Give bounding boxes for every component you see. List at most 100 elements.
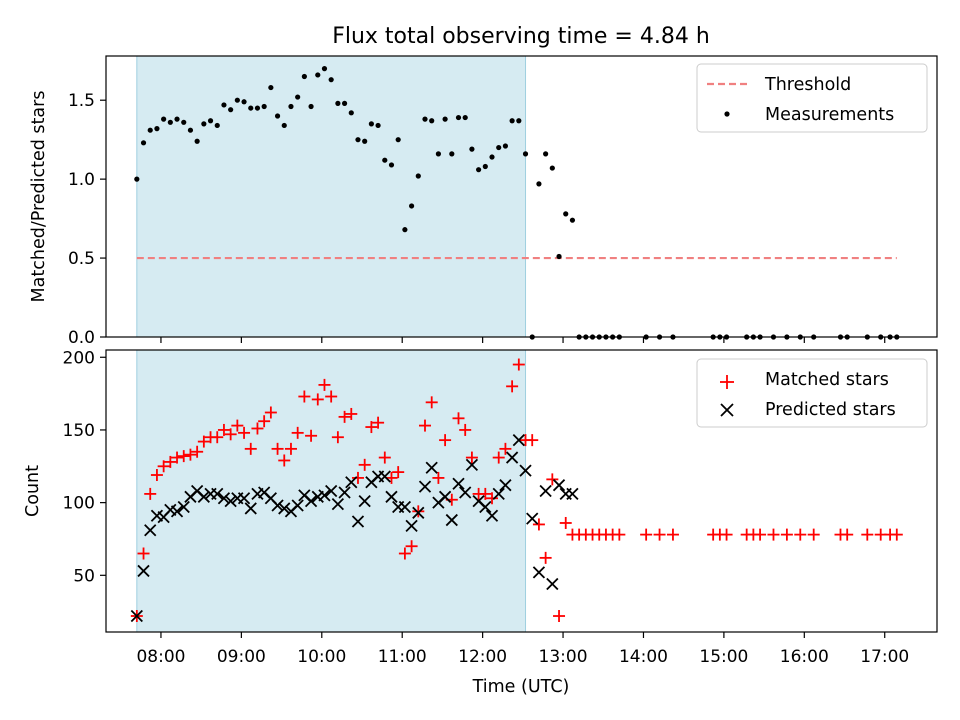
matched-star-point	[217, 423, 230, 436]
matched-star-point	[211, 431, 224, 444]
bottom-panel: 08:00 09:00 10:00 11:00 12:00 13:00 14:00 15:00…	[23, 348, 938, 697]
predicted-star-point	[465, 458, 479, 471]
matched-star-point	[224, 428, 237, 441]
measurement-point	[194, 138, 200, 144]
predicted-star-point	[378, 470, 391, 483]
predicted-star-point	[526, 512, 539, 525]
predicted-star-point	[331, 497, 345, 511]
matched-star-point	[392, 466, 405, 479]
top-shaded-span	[136, 55, 527, 338]
matched-star-point	[532, 518, 545, 531]
measurement-point	[563, 211, 569, 217]
predicted-star-point	[539, 484, 552, 498]
measurement-point	[234, 97, 240, 103]
matched-star-point	[378, 451, 391, 464]
measurement-point	[549, 165, 555, 171]
matched-star-point	[351, 471, 364, 484]
predicted-star-point	[566, 487, 579, 501]
measurement-point	[167, 119, 173, 125]
bottom-y-ticks: 50 100 150 200	[63, 348, 106, 586]
matched-star-point	[144, 487, 157, 500]
matched-star-point	[264, 406, 277, 419]
top-y-axis-label: Matched/Predicted stars	[29, 91, 49, 303]
matched-star-point	[794, 528, 807, 541]
measurement-point	[435, 151, 441, 157]
matched-star-point	[298, 390, 311, 403]
measurement-point	[348, 110, 354, 116]
measurement-point	[187, 127, 194, 133]
measurement-point	[536, 181, 542, 187]
predicted-star-point	[425, 461, 438, 474]
measurement-point	[147, 127, 153, 133]
top-y-tick-label: 0.5	[68, 249, 95, 269]
measurement-point	[388, 162, 395, 168]
predicted-star-point	[130, 609, 143, 623]
predicted-star-point	[197, 490, 210, 503]
measurement-point	[395, 137, 401, 143]
measurement-point	[154, 126, 160, 132]
matched-star-point	[666, 528, 679, 541]
predicted-star-point	[318, 489, 331, 502]
bottom-x-ticks: 08:00 09:00 10:00 11:00 12:00 13:00 14:00 15:00…	[136, 632, 909, 667]
matched-star-point	[465, 451, 478, 464]
measurement-point	[489, 154, 495, 160]
measurement-point	[274, 113, 281, 119]
bottom-x-axis-label: Time (UTC)	[472, 677, 570, 697]
predicted-star-point	[519, 464, 532, 477]
top-panel: 0.0 0.5 1.0 1.5 Matched/Predicted stars	[29, 55, 938, 348]
predicted-star-point	[345, 476, 358, 489]
measurement-point	[368, 121, 374, 127]
legend-measurements-label: Measurements	[765, 105, 894, 125]
measurement-point	[402, 227, 408, 233]
matched-star-point	[305, 429, 318, 442]
measurement-point	[469, 146, 475, 152]
predicted-star-point	[358, 495, 371, 508]
matched-star-point	[539, 551, 552, 564]
matched-star-point	[238, 426, 251, 439]
predicted-star-point	[398, 500, 412, 514]
matched-star-point	[653, 528, 666, 541]
top-y-ticks: 0.0 0.5 1.0 1.5	[68, 91, 106, 348]
measurement-point	[362, 138, 368, 144]
measurement-point	[254, 105, 261, 111]
matched-star-point	[479, 487, 492, 500]
matched-star-point	[331, 431, 344, 444]
predicted-star-point	[338, 486, 351, 499]
predicted-star-point	[546, 577, 559, 591]
matched-star-point	[720, 528, 733, 541]
measurement-point	[140, 140, 147, 146]
predicted-star-point	[144, 524, 157, 537]
matched-star-point	[398, 547, 411, 560]
measurement-point	[295, 94, 301, 100]
matched-star-point	[754, 528, 767, 541]
predicted-star-point	[438, 490, 452, 503]
x-tick-label: 10:00	[297, 647, 346, 667]
measurement-point	[375, 122, 381, 129]
predicted-star-point	[217, 492, 231, 505]
matched-star-point	[258, 415, 271, 428]
matched-star-point	[412, 505, 425, 518]
bottom-y-tick-label: 200	[63, 348, 95, 368]
measurement-point	[228, 107, 234, 113]
measurement-point	[408, 203, 415, 209]
top-axes-frame	[105, 55, 938, 338]
measurement-point	[268, 84, 274, 91]
predicted-star-point	[278, 502, 291, 515]
matched-star-point	[150, 469, 163, 482]
matched-star-point	[425, 396, 438, 409]
measurement-point	[482, 163, 488, 170]
matched-star-point	[807, 528, 820, 541]
predicted-star-point	[512, 433, 525, 447]
matched-star-point	[318, 378, 331, 391]
top-y-tick-label: 1.0	[68, 170, 95, 190]
matched-star-point	[197, 435, 210, 448]
measurement-point	[181, 119, 187, 125]
matched-star-point	[439, 434, 452, 447]
predicted-star-point	[385, 490, 398, 503]
legend-matched-label: Matched stars	[765, 370, 889, 390]
x-tick-label: 08:00	[136, 647, 185, 667]
measurement-point	[355, 137, 361, 143]
top-y-tick-label: 0.0	[68, 328, 95, 348]
matched-star-point	[526, 434, 539, 447]
matched-star-point	[284, 442, 297, 455]
